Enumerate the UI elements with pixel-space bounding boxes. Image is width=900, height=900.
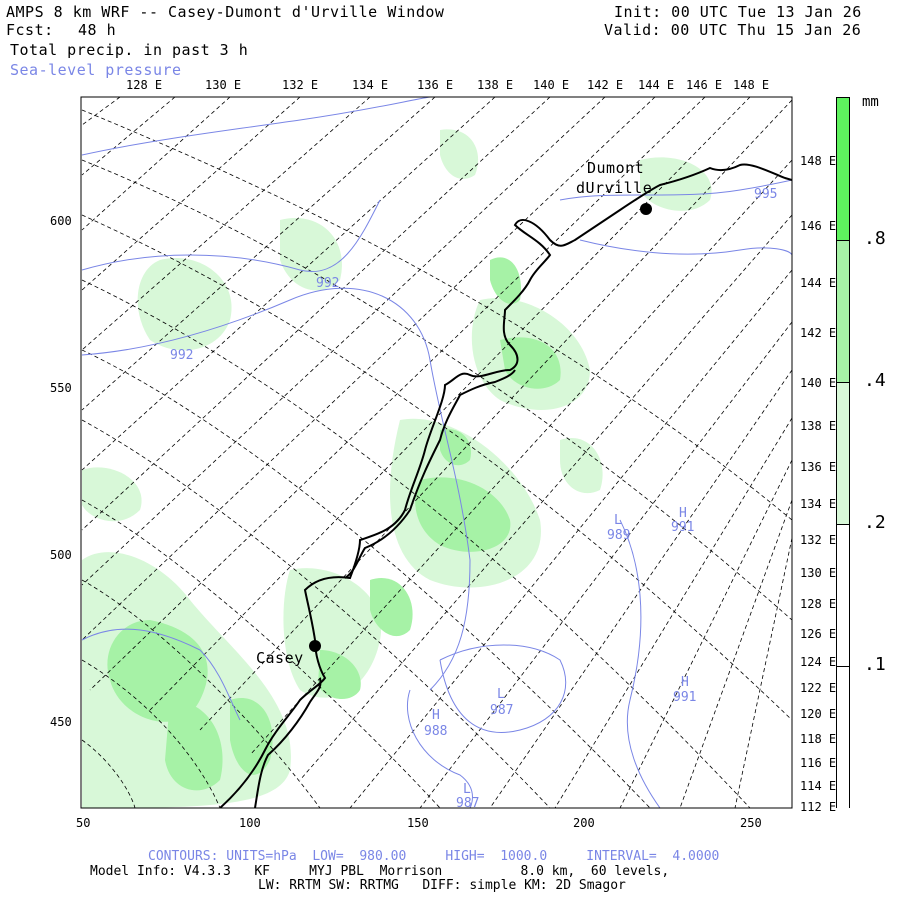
model-info: Model Info: V4.3.3 KF MYJ PBL Morrison 8… <box>90 864 670 879</box>
contour-label: 991 <box>673 690 697 705</box>
high-marker: H <box>679 506 687 521</box>
right-lon-label: 134 E <box>800 497 837 511</box>
forecast-value: 48 h <box>78 21 117 39</box>
contour-label: 987 <box>456 796 480 811</box>
colorbar-band-00 <box>837 666 849 810</box>
right-lon-label: 124 E <box>800 655 837 669</box>
colorbar-label: .4 <box>864 370 886 391</box>
colorbar-band-04 <box>837 240 849 383</box>
right-lon-label: 118 E <box>800 732 837 746</box>
dumont-label-line1: Dumont <box>587 159 645 177</box>
colorbar-band-02 <box>837 382 849 525</box>
top-lon-label: 128 E <box>126 78 163 92</box>
low-marker: L <box>614 513 622 528</box>
casey-marker <box>309 640 321 652</box>
low-marker: L <box>463 782 471 797</box>
high-marker: H <box>681 675 689 690</box>
top-lon-label: 132 E <box>282 78 319 92</box>
left-axis-label: 600 <box>50 214 72 228</box>
field-name: Total precip. in past 3 h <box>10 41 249 59</box>
top-lon-label: 134 E <box>352 78 389 92</box>
top-lon-label: 144 E <box>638 78 675 92</box>
right-lon-label: 138 E <box>800 419 837 433</box>
dumont-label-line2: dUrville <box>576 179 653 197</box>
top-lon-label: 140 E <box>533 78 570 92</box>
right-lon-label: 122 E <box>800 681 837 695</box>
bottom-axis-label: 200 <box>573 816 595 830</box>
right-lon-label: 132 E <box>800 533 837 547</box>
contour-label: 987 <box>490 703 514 718</box>
colorbar-label: .2 <box>864 512 886 533</box>
map-title: AMPS 8 km WRF -- Casey-Dumont d'Urville … <box>6 3 445 21</box>
right-lon-label: 126 E <box>800 627 837 641</box>
init-time: Init: 00 UTC Tue 13 Jan 26 <box>614 3 862 21</box>
contour-info: CONTOURS: UNITS=hPa LOW= 980.00 HIGH= 10… <box>148 849 720 864</box>
top-lon-label: 148 E <box>733 78 770 92</box>
right-lon-label: 128 E <box>800 597 837 611</box>
bottom-axis-label: 250 <box>740 816 762 830</box>
bottom-axis-label: 150 <box>407 816 429 830</box>
forecast-label: Fcst: <box>6 21 54 39</box>
top-lon-label: 146 E <box>686 78 723 92</box>
right-lon-label: 136 E <box>800 460 837 474</box>
contour-label: 991 <box>671 520 695 535</box>
model-info-physics: LW: RRTM SW: RRTMG DIFF: simple KM: 2D S… <box>258 878 626 893</box>
right-lon-label: 130 E <box>800 566 837 580</box>
bottom-axis-label: 50 <box>76 816 91 830</box>
top-lon-label: 142 E <box>587 78 624 92</box>
valid-time: Valid: 00 UTC Thu 15 Jan 26 <box>604 21 862 39</box>
contour-label: 992 <box>316 276 340 291</box>
dumont-durville-marker <box>640 203 652 215</box>
right-lon-label: 144 E <box>800 276 837 290</box>
contour-label: 989 <box>607 528 631 543</box>
right-lon-label: 146 E <box>800 219 837 233</box>
top-lon-label: 130 E <box>205 78 242 92</box>
pressure-contours <box>81 97 792 808</box>
right-lon-label: 116 E <box>800 756 837 770</box>
contour-label: 992 <box>170 348 194 363</box>
low-marker: L <box>497 687 505 702</box>
left-axis-label: 450 <box>50 715 72 729</box>
bottom-axis-label: 100 <box>239 816 261 830</box>
right-lon-label: 120 E <box>800 707 837 721</box>
right-lon-label: 114 E <box>800 779 837 793</box>
top-lon-label: 138 E <box>477 78 514 92</box>
colorbar-band-01 <box>837 524 849 667</box>
left-axis-label: 500 <box>50 548 72 562</box>
contour-label: 995 <box>754 187 778 202</box>
right-lon-label: 140 E <box>800 376 837 390</box>
colorbar-label: .8 <box>864 228 886 249</box>
colorbar-unit: mm <box>862 94 879 110</box>
colorbar-band-08 <box>837 98 849 240</box>
map-frame <box>80 96 793 809</box>
right-lon-label: 142 E <box>800 326 837 340</box>
right-lon-label: 112 E <box>800 800 837 814</box>
casey-label: Casey <box>256 649 304 667</box>
colorbar-label: .1 <box>864 654 886 675</box>
top-lon-label: 136 E <box>417 78 454 92</box>
right-lon-label: 148 E <box>800 154 837 168</box>
colorbar <box>836 97 850 810</box>
contour-label: 988 <box>424 724 448 739</box>
high-marker: H <box>432 708 440 723</box>
overlay-name: Sea-level pressure <box>10 61 182 79</box>
left-axis-label: 550 <box>50 381 72 395</box>
